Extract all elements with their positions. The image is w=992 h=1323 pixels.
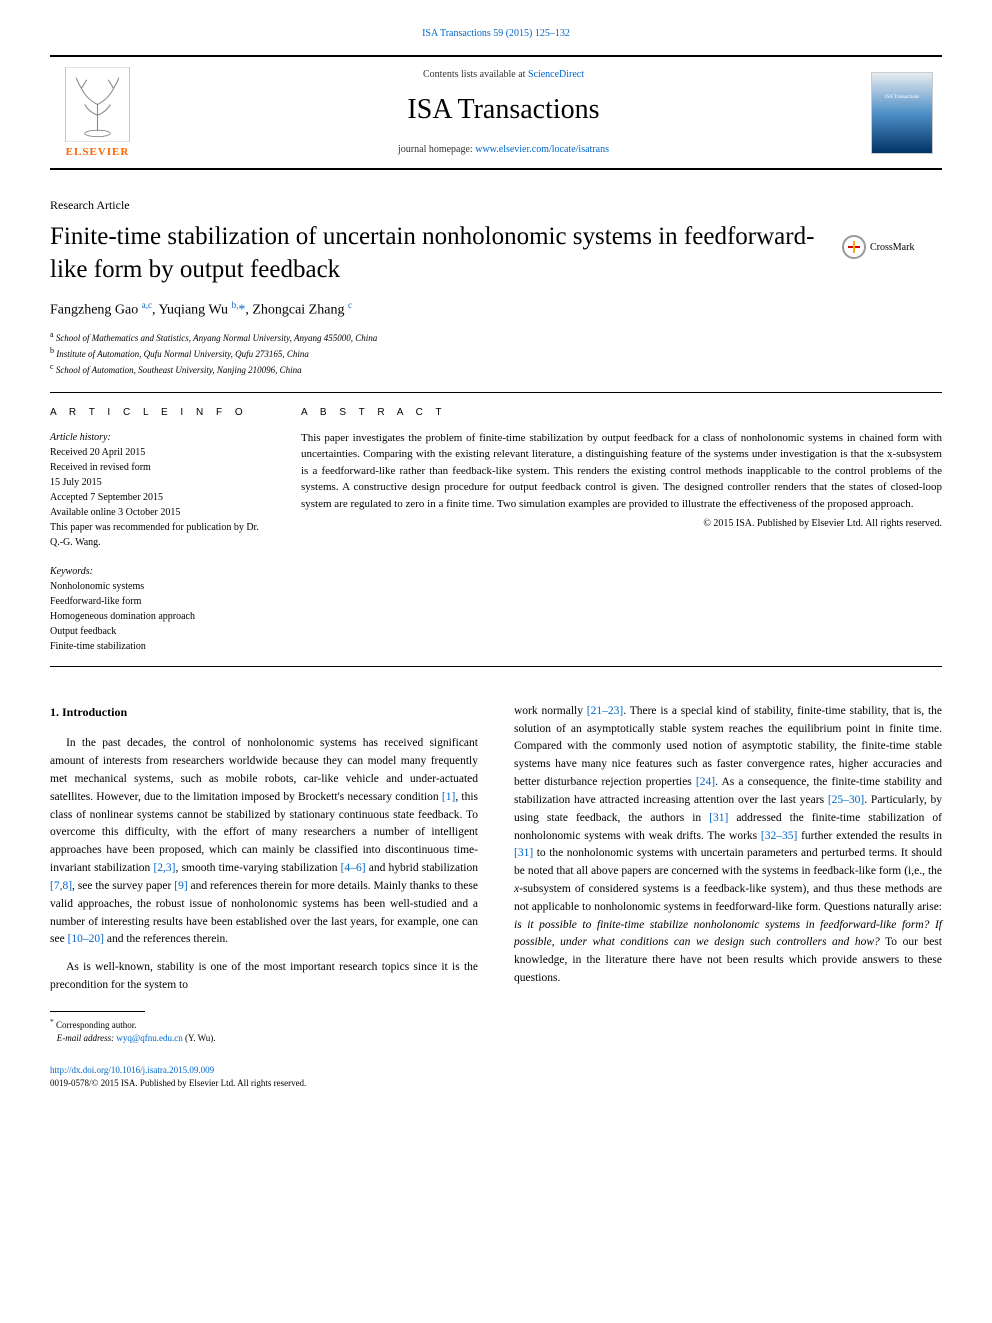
corresponding-label: Corresponding author. [56,1020,137,1030]
article-history: Article history: Received 20 April 2015R… [50,430,265,550]
section-title: Introduction [62,705,127,719]
elsevier-tree-icon [65,67,130,142]
footnote-corresponding: * Corresponding author. [50,1016,478,1033]
homepage-prefix: journal homepage: [398,144,475,155]
paragraph-3: work normally [21–23]. There is a specia… [514,703,942,988]
history-line: Accepted 7 September 2015 [50,490,265,505]
doi-link[interactable]: http://dx.doi.org/10.1016/j.isatra.2015.… [50,1065,214,1075]
publisher-name: ELSEVIER [66,146,130,158]
doi-block: http://dx.doi.org/10.1016/j.isatra.2015.… [50,1064,478,1091]
keyword-line: Finite-time stabilization [50,639,265,654]
email-link[interactable]: wyq@qfnu.edu.cn [116,1033,182,1043]
history-line: This paper was recommended for publicati… [50,520,265,550]
affiliations: a School of Mathematics and Statistics, … [50,329,942,378]
crossmark-label: CrossMark [870,242,914,253]
history-line: Received in revised form [50,460,265,475]
article-info: A R T I C L E I N F O Article history: R… [50,407,265,654]
email-label: E-mail address: [57,1033,114,1043]
section-heading: 1. Introduction [50,703,478,722]
keyword-line: Feedforward-like form [50,594,265,609]
meta-rule-bottom [50,666,942,667]
authors: Fangzheng Gao a,c, Yuqiang Wu b,*, Zhong… [50,300,942,319]
abstract-copyright: © 2015 ISA. Published by Elsevier Ltd. A… [301,518,942,529]
abstract: A B S T R A C T This paper investigates … [301,407,942,654]
sciencedirect-link[interactable]: ScienceDirect [528,69,584,80]
paragraph-1: In the past decades, the control of nonh… [50,735,478,949]
journal-header: ELSEVIER Contents lists available at Sci… [50,55,942,170]
publisher-logo[interactable]: ELSEVIER [50,57,145,168]
journal-reference[interactable]: ISA Transactions 59 (2015) 125–132 [50,20,942,55]
cover-label: ISA Transactions [876,95,928,100]
email-name: (Y. Wu). [185,1033,216,1043]
affiliation-line: b Institute of Automation, Qufu Normal U… [50,345,942,361]
meta-row: A R T I C L E I N F O Article history: R… [50,393,942,666]
homepage-link[interactable]: www.elsevier.com/locate/isatrans [475,144,609,155]
paragraph-2: As is well-known, stability is one of th… [50,959,478,995]
keyword-line: Homogeneous domination approach [50,609,265,624]
abstract-text: This paper investigates the problem of f… [301,430,942,513]
abstract-heading: A B S T R A C T [301,407,942,418]
column-left: 1. Introduction In the past decades, the… [50,703,478,1091]
article-title: Finite-time stabilization of uncertain n… [50,221,822,286]
history-label: Article history: [50,430,265,445]
keyword-line: Nonholonomic systems [50,579,265,594]
history-line: 15 July 2015 [50,475,265,490]
keyword-line: Output feedback [50,624,265,639]
article-info-heading: A R T I C L E I N F O [50,407,265,418]
homepage-line: journal homepage: www.elsevier.com/locat… [145,144,862,155]
header-center: Contents lists available at ScienceDirec… [145,57,862,168]
footnote-email: E-mail address: wyq@qfnu.edu.cn (Y. Wu). [50,1032,478,1046]
asterisk-icon: * [50,1017,54,1026]
crossmark-icon [842,235,866,259]
keywords-label: Keywords: [50,564,265,579]
history-line: Available online 3 October 2015 [50,505,265,520]
body-columns: 1. Introduction In the past decades, the… [50,703,942,1091]
affiliation-line: a School of Mathematics and Statistics, … [50,329,942,345]
keywords: Keywords: Nonholonomic systemsFeedforwar… [50,564,265,654]
contents-prefix: Contents lists available at [423,69,528,80]
cover-thumbnail: ISA Transactions [871,72,933,154]
history-line: Received 20 April 2015 [50,445,265,460]
issn-line: 0019-0578/© 2015 ISA. Published by Elsev… [50,1078,306,1088]
column-right: work normally [21–23]. There is a specia… [514,703,942,1091]
section-number: 1. [50,705,59,719]
contents-line: Contents lists available at ScienceDirec… [145,69,862,80]
journal-name: ISA Transactions [145,94,862,126]
article-type: Research Article [50,198,942,213]
affiliation-line: c School of Automation, Southeast Univer… [50,361,942,377]
footnote-rule [50,1011,145,1012]
journal-cover[interactable]: ISA Transactions [862,57,942,168]
crossmark-badge[interactable]: CrossMark [842,221,942,259]
